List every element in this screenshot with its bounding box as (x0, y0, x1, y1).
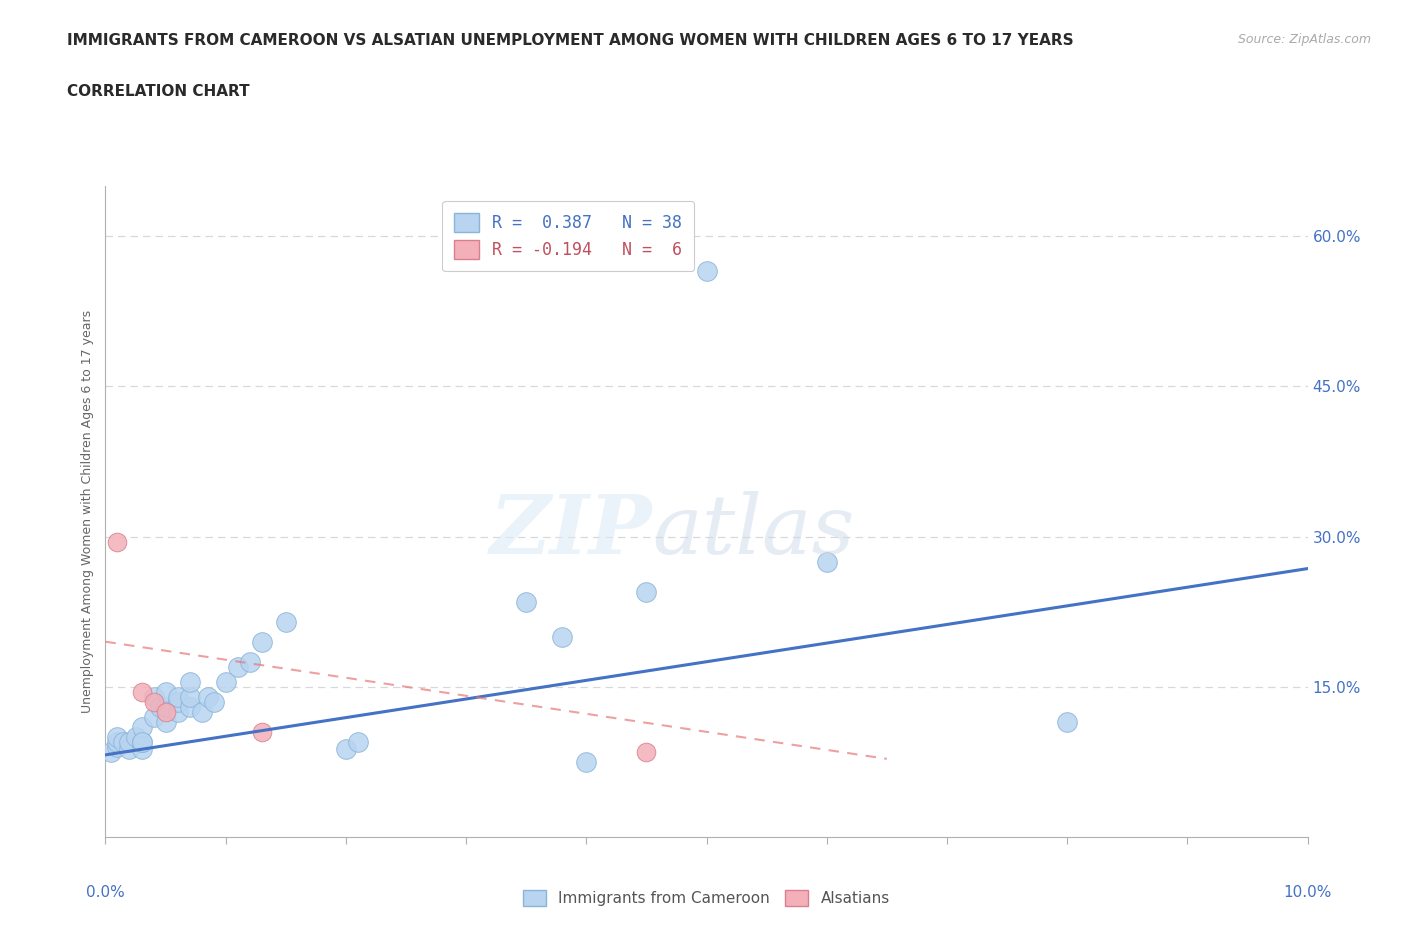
Point (239, 655, 262, 670)
Point (179, 689, 201, 704)
Point (142, 689, 165, 704)
Point (155, 684, 177, 699)
Point (347, 735, 370, 750)
Point (696, 264, 718, 279)
Point (107, 735, 129, 750)
Point (131, 741, 153, 756)
Point (112, 735, 135, 750)
Point (131, 735, 153, 750)
Point (124, 729, 146, 744)
Point (142, 710, 165, 724)
Point (155, 714, 177, 729)
Y-axis label: Unemployment Among Women with Children Ages 6 to 17 years: Unemployment Among Women with Children A… (80, 310, 94, 713)
Point (107, 729, 129, 744)
Text: CORRELATION CHART: CORRELATION CHART (67, 84, 250, 99)
Point (100, 744, 122, 759)
Text: Source: ZipAtlas.com: Source: ZipAtlas.com (1237, 33, 1371, 46)
Point (179, 674, 201, 689)
Point (274, 614, 297, 629)
Text: 10.0%: 10.0% (1284, 885, 1331, 900)
Point (202, 695, 225, 710)
Point (250, 634, 273, 649)
Text: IMMIGRANTS FROM CAMEROON VS ALSATIAN UNEMPLOYMENT AMONG WOMEN WITH CHILDREN AGES: IMMIGRANTS FROM CAMEROON VS ALSATIAN UNE… (67, 33, 1074, 47)
Point (131, 684, 153, 699)
Point (166, 695, 188, 710)
Point (636, 584, 658, 599)
Text: 0.0%: 0.0% (86, 885, 125, 900)
Point (1056, 714, 1078, 729)
Point (107, 534, 129, 549)
Point (131, 735, 153, 750)
Point (148, 699, 170, 714)
Point (131, 720, 153, 735)
Point (250, 724, 273, 739)
Point (142, 695, 165, 710)
Point (226, 659, 249, 674)
Point (335, 741, 357, 756)
Text: atlas: atlas (652, 491, 855, 571)
Point (179, 699, 201, 714)
Point (155, 699, 177, 714)
Point (155, 704, 177, 719)
Point (815, 554, 838, 569)
Point (636, 744, 658, 759)
Point (214, 674, 236, 689)
Point (107, 739, 129, 754)
Point (166, 704, 188, 719)
Point (575, 754, 598, 769)
Point (166, 689, 188, 704)
Legend: Immigrants from Cameroon, Alsatians: Immigrants from Cameroon, Alsatians (516, 883, 897, 914)
Point (118, 735, 141, 750)
Text: ZIP: ZIP (489, 491, 652, 571)
Point (190, 704, 212, 719)
Point (551, 630, 574, 644)
Point (197, 689, 219, 704)
Point (118, 741, 141, 756)
Point (515, 594, 537, 609)
